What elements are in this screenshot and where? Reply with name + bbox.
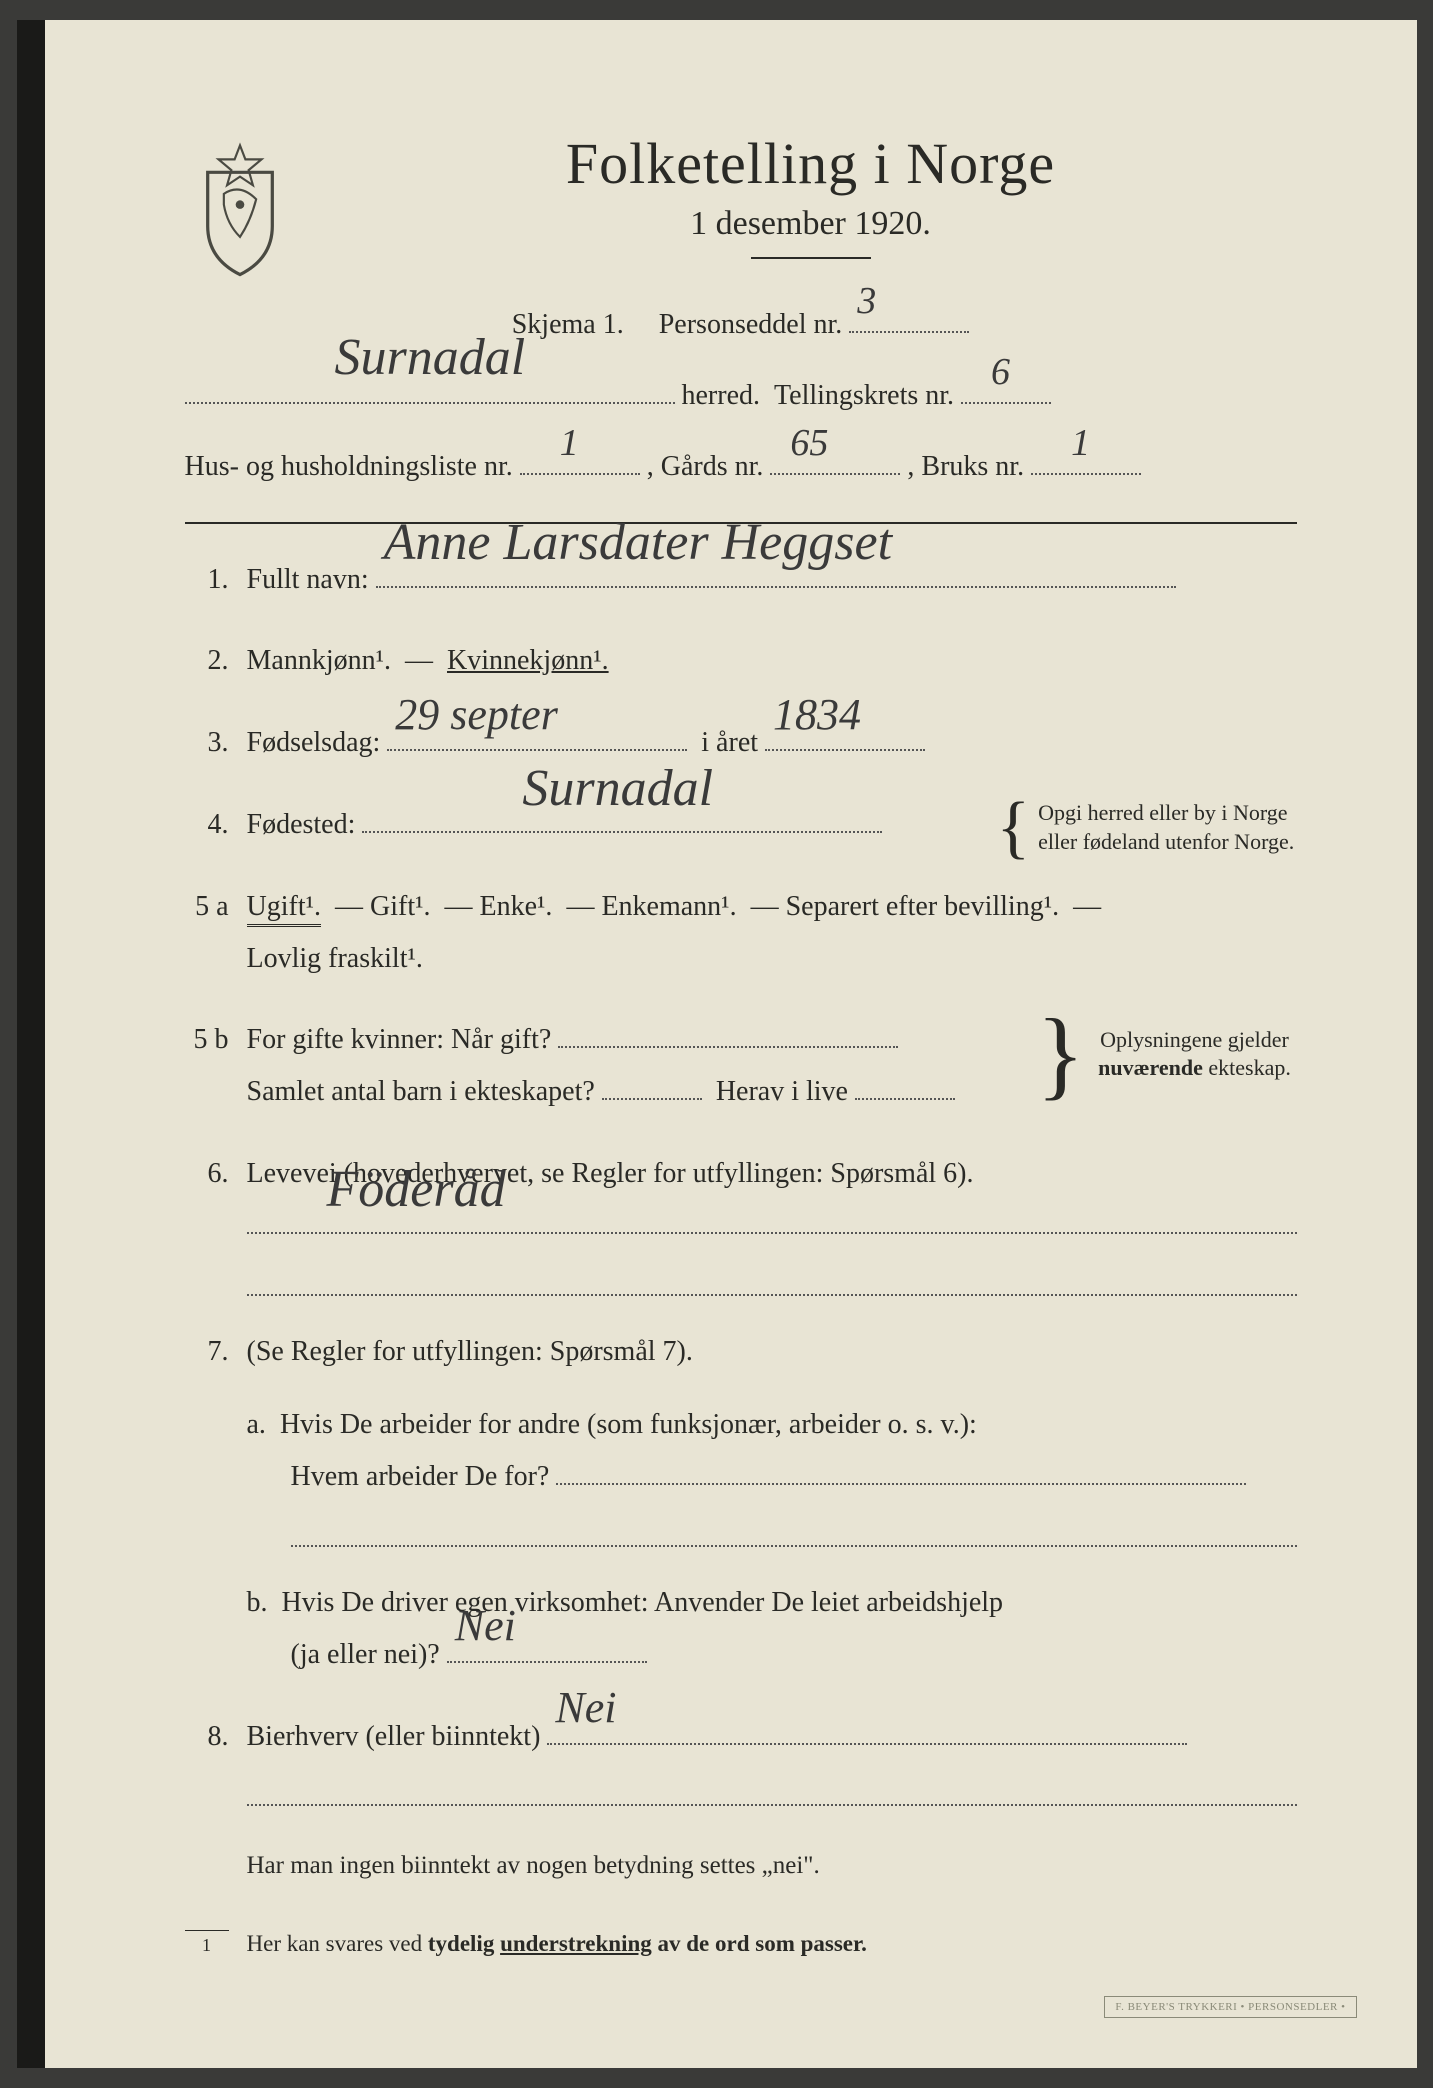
q4: 4. Fødested: Surnadal { Opgi herred elle… xyxy=(185,799,1297,851)
seddel-label: Personseddel nr. xyxy=(659,309,843,340)
hired-help-value: Nei xyxy=(455,1585,516,1666)
q8: 8. Bierhverv (eller biinntekt) Nei xyxy=(185,1711,1297,1807)
herred-label: herred. xyxy=(682,380,761,411)
marriage-year-field xyxy=(558,1016,898,1048)
q7: 7. (Se Regler for utfyllingen: Spørsmål … xyxy=(185,1326,1297,1681)
q5b-l2a: Samlet antal barn i ekteskapet? xyxy=(247,1076,595,1107)
birthyear-value: 1834 xyxy=(773,674,861,755)
q5b-l1: For gifte kvinner: Når gift? xyxy=(247,1024,552,1055)
occupation-value: Föderåd xyxy=(327,1142,506,1238)
list-nr-value: 1 xyxy=(560,407,579,479)
krets-value: 6 xyxy=(991,336,1010,408)
q5b-note: } Oplysningene gjelder nuværende ekteska… xyxy=(1037,1024,1297,1084)
q5b-note-text: Oplysningene gjelder nuværende ekteskap. xyxy=(1093,1026,1297,1083)
main-title: Folketelling i Norge xyxy=(325,130,1297,197)
q1-label: Fullt navn: xyxy=(247,564,369,595)
bruk-label: , Bruks nr. xyxy=(907,451,1024,482)
q7b-l1: Hvis De driver egen virksomhet: Anvender… xyxy=(282,1587,1004,1618)
list-label: Hus- og husholdningsliste nr. xyxy=(185,451,513,482)
hired-help-field: Nei xyxy=(447,1631,647,1663)
q6-extra-line xyxy=(247,1294,1297,1296)
q5a-ugift: Ugift¹. xyxy=(247,891,322,927)
seddel-nr-value: 3 xyxy=(857,265,876,337)
q5a-enke: Enke¹. xyxy=(480,891,553,922)
q2-dash: — xyxy=(405,645,433,676)
secondary-income-value: Nei xyxy=(555,1667,616,1748)
name-field: Anne Larsdater Heggset xyxy=(376,556,1176,588)
q5a: 5 a Ugift¹. — Gift¹. — Enke¹. — Enkemann… xyxy=(185,881,1297,985)
q1: 1. Fullt navn: Anne Larsdater Heggset xyxy=(185,554,1297,606)
subtitle: 1 desember 1920. xyxy=(325,205,1297,243)
gard-nr-field: 65 xyxy=(770,443,900,475)
q2: 2. Mannkjønn¹. — Kvinnekjønn¹. xyxy=(185,635,1297,687)
q7-label: (Se Regler for utfyllingen: Spørsmål 7). xyxy=(247,1336,693,1367)
seddel-nr-field: 3 xyxy=(849,301,969,333)
q4-num: 4. xyxy=(185,809,229,841)
hus-line: Hus- og husholdningsliste nr. 1 , Gårds … xyxy=(185,440,1297,493)
q3-num: 3. xyxy=(185,727,229,759)
q7a-extra-line xyxy=(291,1545,1297,1547)
footnote-num: 1 xyxy=(185,1930,229,1956)
closing-note: Har man ingen biinntekt av nogen betydni… xyxy=(247,1842,1297,1890)
krets-field: 6 xyxy=(961,372,1051,404)
bruk-nr-field: 1 xyxy=(1031,443,1141,475)
q4-note: { Opgi herred eller by i Norge eller fød… xyxy=(997,799,1297,856)
q8-extra-line xyxy=(247,1804,1297,1806)
q2-num: 2. xyxy=(185,645,229,677)
q5b-num: 5 b xyxy=(185,1024,229,1056)
q2-male: Mannkjønn¹. xyxy=(247,645,392,676)
q7-num: 7. xyxy=(185,1336,229,1368)
children-field xyxy=(602,1068,702,1100)
q4-label: Fødested: xyxy=(247,809,356,840)
q5a-enkemann: Enkemann¹. xyxy=(601,891,736,922)
q8-label: Bierhverv (eller biinntekt) xyxy=(247,1721,541,1752)
bruk-nr-value: 1 xyxy=(1071,407,1090,479)
title-divider xyxy=(751,257,871,259)
occupation-field: Föderåd xyxy=(247,1202,1297,1234)
footnote-text: Her kan svares ved tydelig understreknin… xyxy=(247,1931,867,1957)
title-block: Folketelling i Norge 1 desember 1920. xyxy=(325,130,1297,259)
q2-female: Kvinnekjønn¹. xyxy=(447,645,609,676)
secondary-income-field: Nei xyxy=(547,1713,1187,1745)
employer-field xyxy=(556,1453,1246,1485)
q5a-num: 5 a xyxy=(185,891,229,923)
q4-note-text: Opgi herred eller by i Norge eller fødel… xyxy=(1038,799,1296,856)
q5a-gift: Gift¹. xyxy=(370,891,431,922)
herred-line: Surnadal herred. Tellingskrets nr. 6 xyxy=(185,369,1297,422)
q5b: 5 b For gifte kvinner: Når gift? Samlet … xyxy=(185,1014,1297,1118)
skjema-label: Skjema 1. xyxy=(512,309,624,340)
q3: 3. Fødselsdag: 29 septer i året 1834 xyxy=(185,717,1297,769)
q5b-l2b: Herav i live xyxy=(716,1076,848,1107)
herred-field: Surnadal xyxy=(185,372,675,404)
q7b-l2: (ja eller nei)? xyxy=(291,1639,440,1670)
coat-of-arms-icon xyxy=(185,140,295,280)
birthyear-field: 1834 xyxy=(765,719,925,751)
census-form-page: Folketelling i Norge 1 desember 1920. Sk… xyxy=(17,20,1417,2068)
birthplace-value: Surnadal xyxy=(522,741,713,837)
q3-label: Fødselsdag: xyxy=(247,727,381,758)
gard-label: , Gårds nr. xyxy=(647,451,764,482)
q6-num: 6. xyxy=(185,1158,229,1190)
herred-value: Surnadal xyxy=(335,309,526,408)
list-nr-field: 1 xyxy=(520,443,640,475)
q1-num: 1. xyxy=(185,564,229,596)
brace-icon: } xyxy=(1037,1024,1085,1084)
q5a-separert: Separert efter bevilling¹. xyxy=(786,891,1060,922)
name-value: Anne Larsdater Heggset xyxy=(384,495,892,591)
header: Folketelling i Norge 1 desember 1920. xyxy=(185,130,1297,280)
gard-nr-value: 65 xyxy=(790,407,828,479)
q5a-fraskilt: Lovlig fraskilt¹. xyxy=(247,943,423,974)
brace-icon: { xyxy=(997,807,1031,849)
birthplace-field: Surnadal xyxy=(362,801,882,833)
q6: 6. Levevei (hovederhvervet, se Regler fo… xyxy=(185,1148,1297,1296)
printer-stamp: F. BEYER'S TRYKKERI • PERSONSEDLER • xyxy=(1104,1996,1356,2018)
q7a-l2: Hvem arbeider De for? xyxy=(291,1461,550,1492)
footnote-row: 1 Her kan svares ved tydelig understrekn… xyxy=(185,1930,1297,1957)
children-alive-field xyxy=(855,1068,955,1100)
q8-num: 8. xyxy=(185,1721,229,1753)
q7a-l1: Hvis De arbeider for andre (som funksjon… xyxy=(280,1409,977,1440)
